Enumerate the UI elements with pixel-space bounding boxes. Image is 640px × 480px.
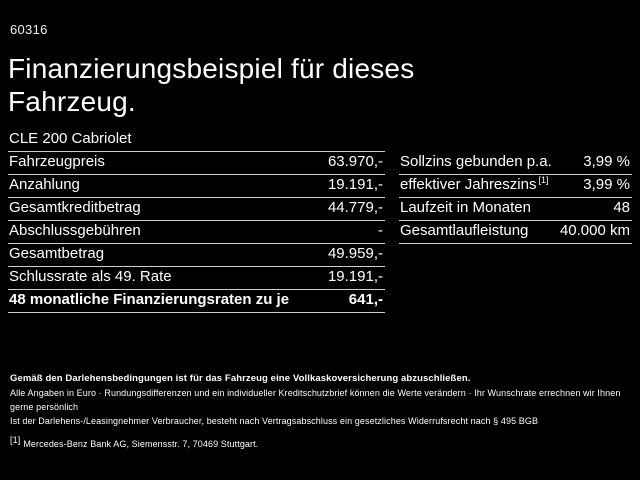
row-label: 48 monatliche Finanzierungsraten zu je: [9, 291, 290, 308]
legal-note: Ist der Darlehens-/Leasingnehmer Verbrau…: [10, 416, 539, 426]
row-label: Gesamtbetrag: [9, 245, 105, 262]
table-row-fahrzeugpreis: Fahrzeugpreis 63.970,-: [8, 152, 385, 175]
conditions-table: Sollzins gebunden p.a. 3,99 % effektiver…: [399, 152, 632, 244]
offer-code: 60316: [10, 22, 48, 37]
row-label: Fahrzeugpreis: [9, 153, 105, 170]
row-label: effektiver Jahreszins [1]: [400, 175, 549, 194]
table-row-monatsrate: 48 monatliche Finanzierungsraten zu je 6…: [8, 290, 385, 313]
insurance-note: Gemäß den Darlehensbedingungen ist für d…: [10, 373, 471, 384]
table-row-laufzeit: Laufzeit in Monaten 48: [399, 198, 632, 221]
row-value: 19.191,-: [327, 268, 383, 285]
page-title-line1: Finanzierungsbeispiel für dieses: [8, 53, 415, 84]
row-value: 49.959,-: [327, 245, 383, 262]
row-label: Laufzeit in Monaten: [400, 199, 531, 216]
row-label: Anzahlung: [9, 176, 80, 193]
row-label: Schlussrate als 49. Rate: [9, 268, 172, 285]
row-value: 40.000 km: [559, 222, 630, 239]
row-label: Abschlussgebühren: [9, 222, 141, 239]
row-value: 63.970,-: [327, 153, 383, 170]
footnote-marker: [1]: [10, 435, 21, 445]
table-row-abschlussgebuehren: Abschlussgebühren -: [8, 221, 385, 244]
row-label: Gesamtlaufleistung: [400, 222, 529, 239]
row-value: 641,-: [348, 291, 383, 308]
table-row-anzahlung: Anzahlung 19.191,-: [8, 175, 385, 198]
financing-table: CLE 200 Cabriolet Fahrzeugpreis 63.970,-…: [8, 130, 385, 313]
vehicle-model-label: CLE 200 Cabriolet: [9, 130, 132, 147]
row-value: -: [378, 222, 383, 239]
bank-footnote: [1] Mercedes-Benz Bank AG, Siemensstr. 7,…: [10, 435, 632, 451]
bank-footnote-text: Mercedes-Benz Bank AG, Siemensstr. 7, 70…: [23, 439, 259, 449]
vehicle-model-row: CLE 200 Cabriolet: [8, 130, 385, 152]
row-value: 19.191,-: [327, 176, 383, 193]
row-value: 3,99 %: [583, 153, 630, 170]
page-title: Finanzierungsbeispiel für dieses Fahrzeu…: [8, 52, 414, 118]
row-value: 44.779,-: [327, 199, 383, 216]
table-row-gesamtlaufleistung: Gesamtlaufleistung 40.000 km: [399, 221, 632, 244]
legal-footer: Gemäß den Darlehensbedingungen ist für d…: [10, 372, 632, 451]
table-row-effektiver-jahreszins: effektiver Jahreszins [1] 3,99 %: [399, 175, 632, 198]
row-value: 48: [613, 199, 630, 216]
table-row-sollzins: Sollzins gebunden p.a. 3,99 %: [399, 152, 632, 175]
row-label: Gesamtkreditbetrag: [9, 199, 141, 216]
info-note: Alle Angaben in Euro · Rundungsdifferenz…: [10, 388, 621, 412]
table-row-schlussrate: Schlussrate als 49. Rate 19.191,-: [8, 267, 385, 290]
page-title-line2: Fahrzeug.: [8, 86, 136, 117]
row-label: Sollzins gebunden p.a.: [400, 153, 552, 170]
row-value: 3,99 %: [583, 176, 630, 193]
table-row-gesamtbetrag: Gesamtbetrag 49.959,-: [8, 244, 385, 267]
table-row-gesamtkreditbetrag: Gesamtkreditbetrag 44.779,-: [8, 198, 385, 221]
footnote-marker: [1]: [538, 175, 549, 185]
